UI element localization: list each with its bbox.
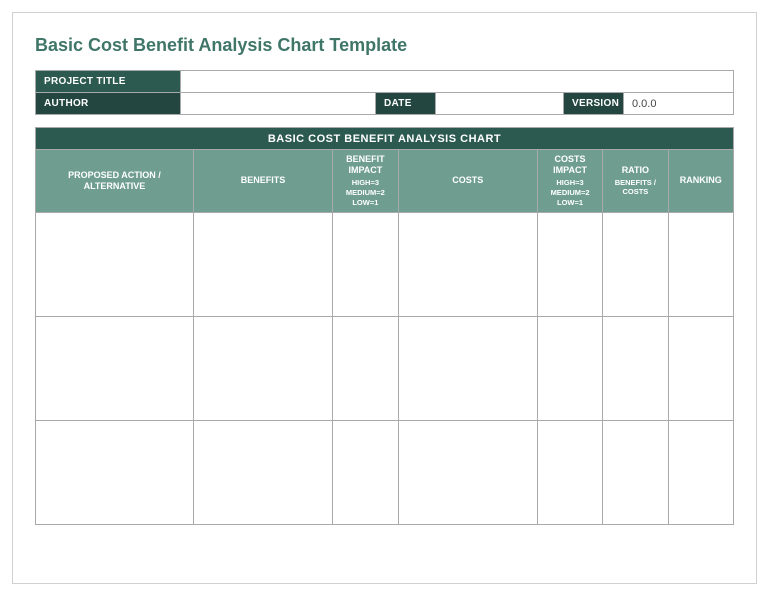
table-cell[interactable] (537, 420, 602, 524)
table-cell[interactable] (398, 212, 537, 316)
table-cell[interactable] (537, 212, 602, 316)
table-row (36, 420, 734, 524)
meta-row-project: PROJECT TITLE (36, 71, 734, 93)
cost-benefit-chart: BASIC COST BENEFIT ANALYSIS CHART PROPOS… (35, 127, 734, 525)
project-meta-table: PROJECT TITLE AUTHOR DATE VERSION 0.0.0 (35, 70, 734, 115)
table-cell[interactable] (668, 316, 733, 420)
meta-row-author: AUTHOR DATE VERSION 0.0.0 (36, 93, 734, 115)
column-header-sublabel: LOW=1 (540, 198, 600, 207)
column-header: COSTS IMPACT HIGH=3MEDIUM=2LOW=1 (537, 150, 602, 213)
chart-wrapper: BASIC COST BENEFIT ANALYSIS CHART PROPOS… (35, 127, 734, 525)
column-header-label: BENEFIT IMPACT (346, 154, 385, 175)
column-header: RANKING (668, 150, 733, 213)
column-header-sublabel: HIGH=3 (335, 178, 395, 187)
table-row (36, 316, 734, 420)
project-title-label: PROJECT TITLE (36, 71, 181, 93)
table-cell[interactable] (193, 316, 332, 420)
date-value[interactable] (436, 93, 564, 115)
table-cell[interactable] (333, 316, 398, 420)
column-header-label: PROPOSED ACTION / ALTERNATIVE (68, 170, 161, 191)
chart-banner: BASIC COST BENEFIT ANALYSIS CHART (36, 128, 734, 150)
table-cell[interactable] (668, 420, 733, 524)
table-cell[interactable] (333, 212, 398, 316)
table-cell[interactable] (603, 420, 668, 524)
column-header: RATIO BENEFITS / COSTS (603, 150, 668, 213)
date-label: DATE (376, 93, 436, 115)
chart-body (36, 212, 734, 524)
column-header-label: COSTS (452, 175, 483, 185)
column-header: PROPOSED ACTION / ALTERNATIVE (36, 150, 194, 213)
table-cell[interactable] (193, 212, 332, 316)
author-label: AUTHOR (36, 93, 181, 115)
table-cell[interactable] (668, 212, 733, 316)
column-header-label: COSTS IMPACT (553, 154, 587, 175)
table-cell[interactable] (193, 420, 332, 524)
project-title-value[interactable] (181, 71, 734, 93)
chart-header-row: PROPOSED ACTION / ALTERNATIVE BENEFITS BEN… (36, 150, 734, 213)
chart-banner-row: BASIC COST BENEFIT ANALYSIS CHART (36, 128, 734, 150)
table-cell[interactable] (36, 420, 194, 524)
table-cell[interactable] (333, 420, 398, 524)
column-header: BENEFIT IMPACT HIGH=3MEDIUM=2LOW=1 (333, 150, 398, 213)
column-header: COSTS (398, 150, 537, 213)
version-value[interactable]: 0.0.0 (624, 93, 734, 115)
column-header: BENEFITS (193, 150, 332, 213)
column-header-sublabel: HIGH=3 (540, 178, 600, 187)
column-header-label: BENEFITS (241, 175, 286, 185)
author-value[interactable] (181, 93, 376, 115)
table-cell[interactable] (398, 316, 537, 420)
table-cell[interactable] (603, 316, 668, 420)
table-cell[interactable] (36, 316, 194, 420)
page-title: Basic Cost Benefit Analysis Chart Templa… (35, 35, 734, 56)
column-header-sublabel: LOW=1 (335, 198, 395, 207)
column-header-sublabel: MEDIUM=2 (540, 188, 600, 197)
version-label: VERSION (564, 93, 624, 115)
table-cell[interactable] (537, 316, 602, 420)
column-header-label: RANKING (680, 175, 722, 185)
column-header-sublabel: MEDIUM=2 (335, 188, 395, 197)
table-cell[interactable] (603, 212, 668, 316)
table-cell[interactable] (398, 420, 537, 524)
column-header-sublabel: BENEFITS / COSTS (605, 178, 665, 197)
table-cell[interactable] (36, 212, 194, 316)
table-row (36, 212, 734, 316)
document-page: Basic Cost Benefit Analysis Chart Templa… (12, 12, 757, 584)
column-header-label: RATIO (622, 165, 649, 175)
